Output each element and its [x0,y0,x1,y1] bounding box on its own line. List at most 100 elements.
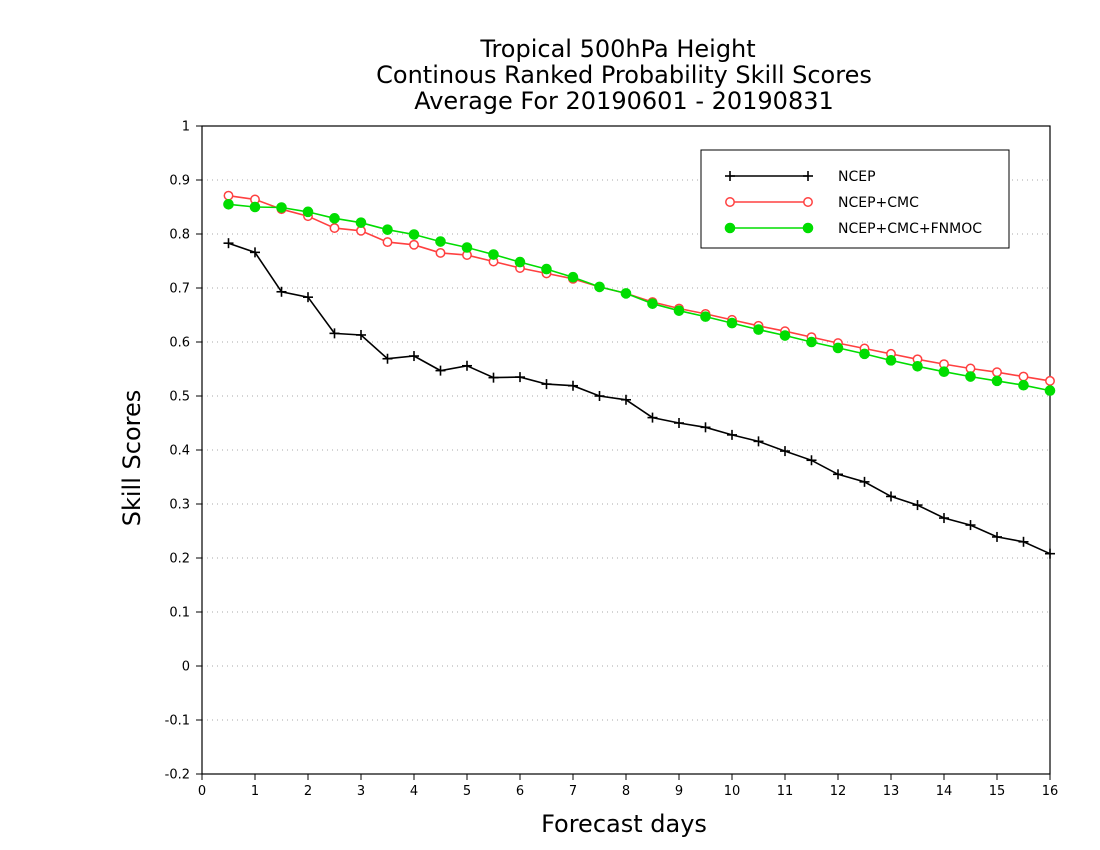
legend-entry: NCEP+CMC [725,195,919,211]
data-point [859,476,870,487]
data-point [276,202,287,213]
legend-label: NCEP [838,169,876,185]
data-point [965,371,976,382]
data-point [223,199,234,210]
chart-subtitle-period: Average For 20190601 - 20190831 [414,87,834,115]
data-point [1018,536,1029,547]
data-point [673,305,685,316]
data-point [832,342,844,354]
chart-title: Tropical 500hPa Height [479,35,755,63]
y-tick-label: 0.6 [169,336,190,351]
series-line [228,242,1051,555]
x-tick-label: 3 [357,784,365,799]
data-point [806,455,817,466]
data-point [700,422,711,433]
data-point [514,256,526,268]
data-point [647,298,658,309]
data-point [382,353,393,364]
data-point [329,328,340,339]
y-tick-label: 0 [182,660,190,675]
legend-marker [725,197,735,207]
data-point [806,336,817,348]
x-tick-label: 2 [304,784,312,799]
data-point [833,469,843,480]
legend-label: NCEP+CMC [838,195,919,211]
data-point [726,317,738,329]
x-tick-label: 7 [569,784,577,799]
data-point [515,372,525,383]
data-point [541,379,552,390]
data-point [1044,385,1056,396]
y-tick-label: 0.1 [169,606,190,621]
data-point [594,391,605,401]
data-point [594,281,605,293]
legend: NCEP NCEP+CMC NCEP+CMC+FNMOC [700,149,1010,249]
data-point [303,292,313,303]
legend-marker [802,222,814,234]
data-point [886,491,896,502]
x-tick-label: 11 [777,784,794,799]
data-point [329,223,340,234]
x-tick-label: 13 [883,784,900,799]
data-point [1018,371,1029,382]
data-point [329,213,340,224]
legend-entry: NCEP [725,169,876,185]
data-point [409,351,419,362]
y-tick-label: 0.7 [169,282,190,297]
y-tick-label: 1 [182,120,190,135]
x-tick-label: 9 [675,784,683,799]
data-point [409,239,419,250]
data-point [435,247,446,258]
y-tick-label: 0.9 [169,174,190,189]
data-point [488,249,499,260]
data-point [488,372,499,383]
grid-lines [202,179,1050,721]
legend-marker [803,171,813,181]
data-point [885,355,897,366]
data-point [356,329,366,340]
data-point [435,236,446,247]
data-point [1018,379,1029,391]
data-point [355,217,367,228]
x-tick-label: 0 [198,784,206,799]
y-tick-label: 0.8 [169,228,190,243]
legend-box [700,149,1010,249]
x-tick-label: 6 [516,784,524,799]
y-tick-label: -0.2 [165,768,190,783]
data-point [991,375,1003,387]
y-tick-label: -0.1 [165,714,190,729]
data-point [462,360,472,371]
x-tick-label: 16 [1042,784,1059,799]
chart-subtitle: Continous Ranked Probability Skill Score… [376,61,872,89]
data-point [1045,548,1055,559]
x-tick-label: 8 [622,784,630,799]
data-point [992,531,1002,542]
y-tick-label: 0.2 [169,552,190,567]
x-tick-label: 15 [989,784,1006,799]
data-point [435,365,446,376]
series-ncep-cmc-fnmoc [223,199,1056,396]
data-point [382,224,393,235]
legend-marker [724,222,736,234]
data-point [567,271,579,283]
data-point [408,229,420,240]
data-point [700,311,711,322]
legend-marker [803,197,813,207]
data-point [223,190,234,201]
data-point [939,513,949,524]
x-tick-label: 12 [830,784,847,799]
data-point [621,394,631,405]
series-layer [223,190,1056,559]
data-point [779,330,791,341]
data-point [938,366,950,378]
x-tick-label: 4 [410,784,418,799]
data-point [912,361,923,372]
data-point [461,242,473,253]
y-axis-ticks: -0.2 -0.1 0 0.1 0.2 0.3 0.4 0.5 0.6 0.7 0.8 0.9 1 [165,120,202,783]
legend-entry: NCEP+CMC+FNMOC [724,221,982,237]
data-point [568,380,578,391]
x-tick-label: 5 [463,784,471,799]
data-point [249,201,261,213]
data-point [912,500,923,511]
data-point [992,367,1002,378]
